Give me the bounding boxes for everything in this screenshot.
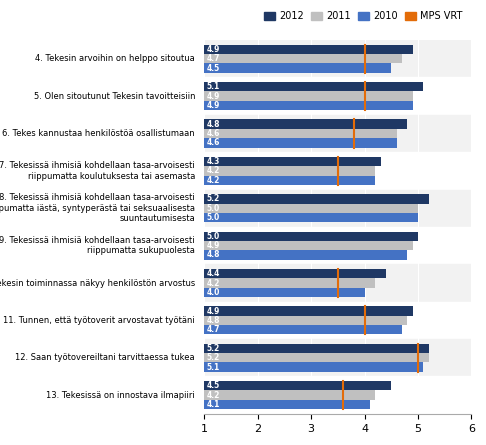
Bar bbox=[204, 54, 402, 63]
Bar bbox=[204, 339, 471, 376]
Bar bbox=[204, 213, 418, 222]
Text: 4.7: 4.7 bbox=[207, 325, 220, 334]
Bar bbox=[204, 391, 375, 400]
Text: 4.2: 4.2 bbox=[207, 166, 220, 175]
Bar bbox=[204, 231, 418, 241]
Bar bbox=[204, 203, 418, 213]
Legend: 2012, 2011, 2010, MPS VRT: 2012, 2011, 2010, MPS VRT bbox=[260, 8, 467, 25]
Bar bbox=[204, 157, 381, 166]
Text: 4.8: 4.8 bbox=[207, 316, 220, 325]
Bar bbox=[204, 353, 429, 363]
Bar bbox=[204, 101, 413, 110]
Bar bbox=[204, 288, 364, 297]
Text: 4.6: 4.6 bbox=[207, 129, 220, 138]
Bar bbox=[204, 279, 375, 288]
Text: 5.0: 5.0 bbox=[207, 204, 220, 213]
Bar bbox=[204, 381, 391, 391]
Bar bbox=[204, 264, 471, 302]
Bar bbox=[204, 250, 407, 259]
Bar bbox=[204, 152, 471, 190]
Bar bbox=[204, 129, 397, 138]
Text: 4.2: 4.2 bbox=[207, 391, 220, 400]
Bar bbox=[204, 91, 413, 101]
Bar bbox=[204, 306, 413, 316]
Text: 4.6: 4.6 bbox=[207, 138, 220, 147]
Bar bbox=[204, 190, 471, 227]
Text: 4.2: 4.2 bbox=[207, 279, 220, 287]
Text: 4.8: 4.8 bbox=[207, 251, 220, 259]
Bar bbox=[204, 376, 471, 414]
Text: 4.9: 4.9 bbox=[207, 92, 220, 101]
Bar bbox=[204, 119, 407, 129]
Text: 5.1: 5.1 bbox=[207, 363, 220, 372]
Bar bbox=[204, 362, 423, 372]
Bar bbox=[204, 82, 423, 91]
Bar bbox=[204, 269, 386, 279]
Text: 5.2: 5.2 bbox=[207, 353, 220, 362]
Text: 4.1: 4.1 bbox=[207, 400, 220, 409]
Bar bbox=[204, 194, 429, 204]
Text: 5.0: 5.0 bbox=[207, 232, 220, 241]
Text: 5.2: 5.2 bbox=[207, 194, 220, 203]
Bar bbox=[204, 325, 402, 335]
Bar bbox=[204, 77, 471, 115]
Bar bbox=[204, 40, 471, 77]
Bar bbox=[204, 344, 429, 353]
Text: 4.3: 4.3 bbox=[207, 157, 220, 166]
Text: 5.2: 5.2 bbox=[207, 344, 220, 353]
Text: 4.7: 4.7 bbox=[207, 54, 220, 63]
Bar bbox=[204, 175, 375, 185]
Text: 5.0: 5.0 bbox=[207, 213, 220, 222]
Text: 4.5: 4.5 bbox=[207, 64, 220, 73]
Text: 5.1: 5.1 bbox=[207, 82, 220, 91]
Bar bbox=[204, 115, 471, 152]
Text: 4.9: 4.9 bbox=[207, 241, 220, 250]
Text: 4.5: 4.5 bbox=[207, 381, 220, 390]
Text: 4.4: 4.4 bbox=[207, 269, 220, 278]
Bar bbox=[204, 166, 375, 175]
Text: 4.9: 4.9 bbox=[207, 45, 220, 54]
Bar bbox=[204, 316, 407, 325]
Bar bbox=[204, 227, 471, 264]
Bar bbox=[204, 400, 370, 409]
Bar bbox=[204, 138, 397, 147]
Bar bbox=[204, 241, 413, 250]
Text: 4.8: 4.8 bbox=[207, 120, 220, 129]
Text: 4.2: 4.2 bbox=[207, 176, 220, 185]
Text: 4.9: 4.9 bbox=[207, 307, 220, 316]
Text: 4.0: 4.0 bbox=[207, 288, 220, 297]
Bar bbox=[204, 302, 471, 339]
Bar bbox=[204, 63, 391, 73]
Bar bbox=[204, 44, 413, 54]
Text: 4.9: 4.9 bbox=[207, 101, 220, 110]
